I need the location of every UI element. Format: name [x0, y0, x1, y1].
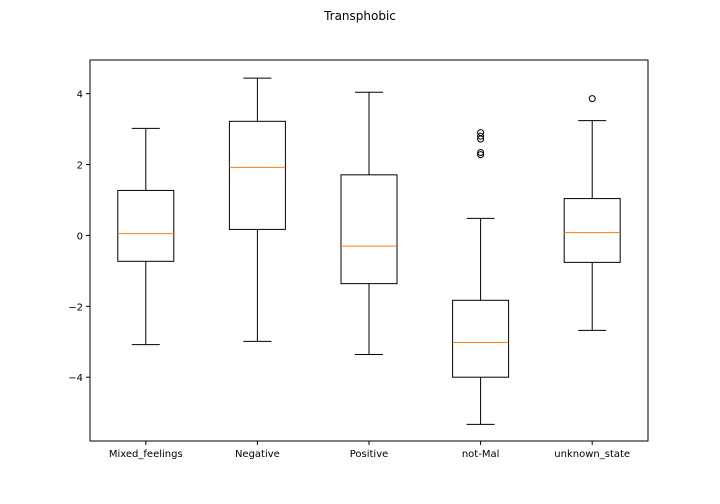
y-tick-label: 0: [77, 231, 83, 242]
x-tick-label: Positive: [350, 449, 389, 460]
chart-title: Transphobic: [323, 9, 396, 23]
box-iqr: [117, 189, 175, 262]
y-tick-label: −2: [68, 302, 83, 313]
outlier-point: [477, 149, 485, 157]
plot-area: −4 −2 0 2 4 Mixed_feelings Negative Positive not…: [68, 77, 630, 460]
outlier-point: [477, 151, 485, 159]
y-tick-label: −4: [68, 373, 83, 384]
outlier-point: [588, 95, 596, 103]
box-iqr: [340, 174, 398, 285]
outlier-point: [477, 132, 485, 140]
box-iqr: [452, 299, 510, 378]
plot-frame: [89, 59, 649, 442]
y-tick-label: 2: [77, 161, 83, 172]
box-iqr: [563, 198, 621, 263]
x-tick-label: not-Mal: [462, 449, 500, 460]
x-tick-label: unknown_state: [554, 449, 630, 460]
x-tick-label: Mixed_feelings: [109, 449, 183, 460]
box-iqr: [228, 120, 286, 230]
y-tick-label: 4: [77, 90, 83, 101]
outlier-point: [477, 129, 485, 137]
x-tick-label: Negative: [235, 449, 280, 460]
